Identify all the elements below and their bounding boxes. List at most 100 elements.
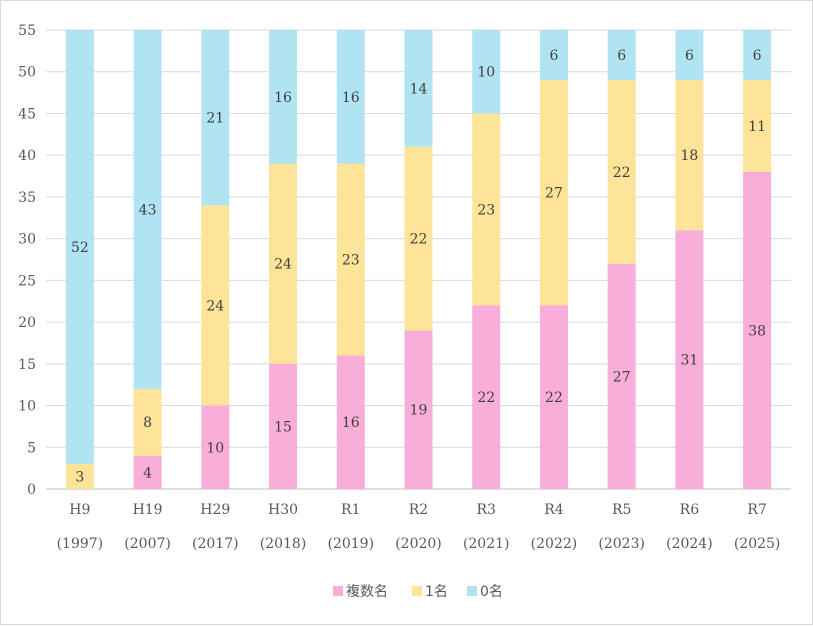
bar-segment (133, 30, 162, 389)
data-label: 6 (549, 48, 558, 64)
x-axis: H9 (1997) H19 (2007) H29 (2017) H30 (2018) R1 (20… (57, 502, 781, 552)
data-label: 38 (748, 323, 766, 339)
data-label: 23 (477, 202, 495, 218)
x-tick-year-label: (2017) (192, 536, 239, 552)
x-tick-year-label: (2024) (666, 536, 713, 552)
bar-segment (269, 30, 298, 164)
data-label: 52 (71, 240, 89, 256)
x-tick-label: H19 (133, 502, 163, 518)
y-tick-label: 50 (18, 65, 36, 81)
bar-segment (743, 30, 772, 81)
y-tick-label: 5 (27, 440, 36, 456)
bar-segment (675, 80, 704, 231)
data-label: 14 (410, 81, 428, 97)
legend-swatch (467, 586, 477, 596)
data-label: 19 (410, 403, 428, 419)
bar-segment (539, 30, 568, 81)
bar-segment (743, 80, 772, 172)
bar-segment (404, 30, 433, 147)
bar-segment (336, 355, 365, 489)
data-label: 27 (545, 186, 563, 202)
y-tick-label: 0 (27, 482, 36, 498)
bar-segment (472, 113, 501, 306)
data-label: 31 (680, 353, 698, 369)
y-tick-label: 15 (18, 357, 36, 373)
legend-swatch (333, 586, 343, 596)
x-tick-year-label: (2025) (734, 536, 781, 552)
data-label: 43 (139, 202, 157, 218)
data-label: 10 (477, 65, 495, 81)
data-label: 22 (613, 165, 631, 181)
bar-segment (201, 30, 230, 206)
data-label: 11 (748, 119, 766, 135)
data-label: 22 (545, 390, 563, 406)
x-tick-label: R6 (680, 502, 700, 518)
legend-label: 複数名 (346, 583, 388, 600)
data-label: 21 (206, 111, 224, 127)
x-tick-year-label: (2007) (124, 536, 171, 552)
bar-segment (539, 305, 568, 489)
x-tick-label: H9 (69, 502, 90, 518)
x-tick-year-label: (2023) (598, 536, 645, 552)
bar-segment (269, 163, 298, 364)
y-tick-label: 40 (18, 148, 36, 164)
legend-label: 1名 (425, 584, 448, 600)
y-tick-label: 35 (18, 190, 36, 206)
data-label: 6 (685, 48, 694, 64)
bar-segment (607, 263, 636, 489)
bar-segment (743, 171, 772, 489)
bar-segment (269, 363, 298, 489)
x-tick-label: R2 (409, 502, 428, 518)
data-label: 15 (274, 419, 292, 435)
x-tick-label: R5 (612, 502, 631, 518)
legend-item: 複数名 (333, 583, 388, 600)
x-tick-label: R1 (341, 502, 360, 518)
x-tick-year-label: (2019) (327, 536, 374, 552)
data-label: 24 (206, 298, 224, 314)
data-label: 16 (342, 90, 360, 106)
data-label: 18 (680, 148, 698, 164)
bar-segment (336, 163, 365, 356)
legend-label: 0名 (480, 584, 503, 600)
legend: 複数名 1名 0名 (333, 583, 503, 600)
bar-segment (675, 30, 704, 81)
y-tick-label: 45 (18, 106, 36, 122)
bar-segment (65, 463, 94, 489)
y-tick-label: 55 (18, 23, 36, 39)
x-tick-label: R4 (544, 502, 564, 518)
x-tick-year-label: (1997) (57, 536, 104, 552)
bar-segment (607, 30, 636, 81)
bar-segment (201, 205, 230, 406)
x-tick-label: H29 (200, 502, 230, 518)
bar-segment (539, 80, 568, 306)
data-label: 22 (477, 390, 495, 406)
data-label: 16 (342, 415, 360, 431)
x-tick-label: R7 (747, 502, 766, 518)
y-tick-label: 25 (18, 273, 36, 289)
bar-segment (472, 30, 501, 114)
legend-item: 1名 (412, 584, 448, 600)
bar-segment (607, 80, 636, 264)
x-tick-year-label: (2018) (260, 536, 307, 552)
y-tick-label: 20 (18, 315, 36, 331)
data-label: 10 (206, 440, 224, 456)
bar-segment (472, 305, 501, 489)
data-label: 24 (274, 257, 292, 273)
x-tick-year-label: (2022) (531, 536, 578, 552)
bar-segment (65, 30, 94, 464)
x-tick-year-label: (2020) (395, 536, 442, 552)
data-label: 3 (75, 469, 84, 485)
data-label: 8 (143, 415, 152, 431)
data-label: 4 (143, 465, 152, 481)
y-tick-label: 30 (18, 232, 36, 248)
bars: 3 52 4 8 43 10 24 21 15 24 16 16 23 16 19 22 14 22 23 10 22 2… (65, 30, 772, 490)
bar-segment (675, 230, 704, 490)
bar-segment (133, 455, 162, 489)
y-axis: 0 5 10 15 20 25 30 35 40 45 50 55 (18, 23, 36, 498)
bar-segment (336, 30, 365, 164)
y-tick-label: 10 (18, 399, 36, 415)
x-tick-label: H30 (268, 502, 298, 518)
legend-swatch (412, 586, 422, 596)
